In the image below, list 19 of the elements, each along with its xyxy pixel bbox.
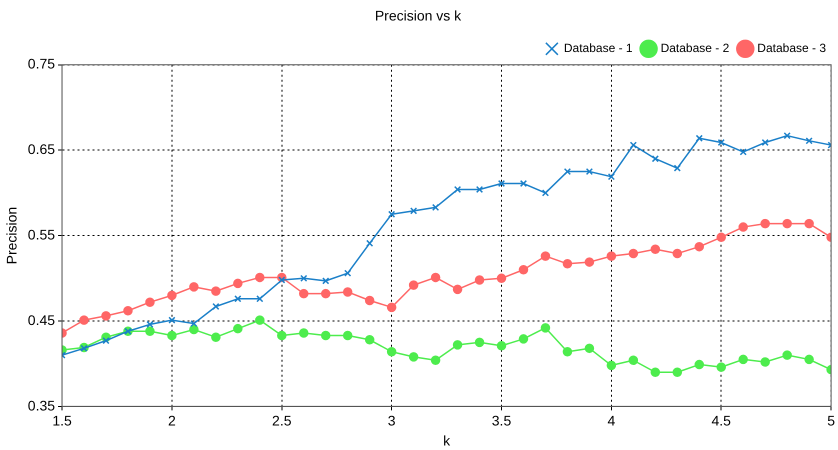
y-tick-label: 0.75: [28, 56, 56, 72]
y-tick-label: 0.35: [28, 397, 56, 414]
y-tick-label: 0.65: [28, 141, 56, 158]
y-tick-label: 0.55: [28, 226, 56, 242]
y-axis-title: Precision: [3, 206, 20, 264]
chart-title: Precision vs k: [374, 7, 462, 24]
x-axis-title: k: [443, 432, 452, 448]
y-tick-label: 0.45: [28, 312, 56, 328]
legend-label: Database - 2: [660, 41, 730, 56]
x-tick-label: 2: [168, 412, 176, 429]
x-tick-label: 4.5: [712, 412, 732, 429]
x-tick-label: 1.5: [52, 412, 72, 429]
x-tick-label: 3.5: [492, 412, 512, 429]
x-tick-label: 3: [388, 412, 396, 429]
legend-label: Database - 1: [564, 41, 633, 56]
x-tick-label: 2.5: [272, 412, 292, 429]
legend-label: Database - 3: [757, 41, 826, 56]
x-tick-label: 4: [607, 412, 616, 429]
x-tick-label: 5: [827, 412, 836, 429]
